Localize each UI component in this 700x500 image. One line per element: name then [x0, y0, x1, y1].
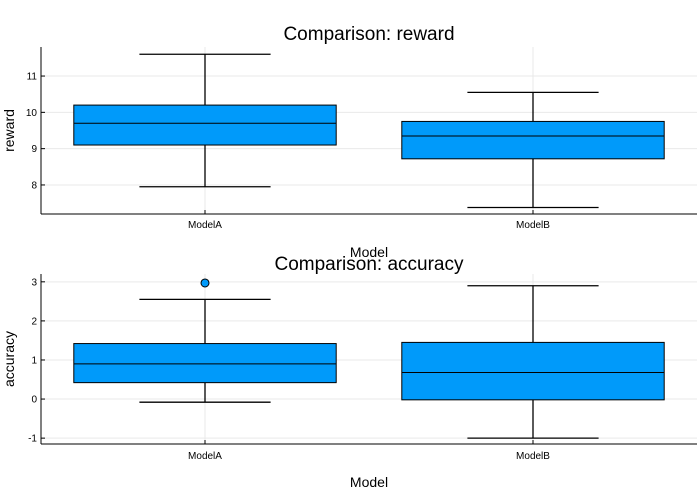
y-tick-label: 1 — [31, 355, 37, 366]
x-axis-label: Model — [350, 474, 388, 490]
y-tick-label: 8 — [31, 180, 37, 191]
y-axis-label: accuracy — [1, 331, 17, 387]
x-tick-label: ModelA — [188, 451, 222, 462]
y-tick-label: 0 — [31, 395, 37, 406]
y-tick-label: 11 — [27, 72, 38, 83]
y-tick-label: 2 — [31, 316, 37, 327]
box-modelb — [401, 120, 665, 160]
x-axis-label: Model — [350, 244, 388, 260]
outlier-point — [200, 278, 210, 288]
y-tick-label: 10 — [26, 108, 38, 119]
box-modelb — [401, 341, 665, 401]
y-tick-label: 3 — [31, 277, 37, 288]
x-tick-label: ModelB — [516, 220, 550, 231]
chart-title: Comparison: reward — [283, 24, 454, 45]
box-modela — [73, 104, 337, 146]
y-tick-label: -1 — [28, 434, 37, 445]
y-axis-label: reward — [1, 109, 17, 152]
box-modela — [73, 343, 337, 384]
chart-title: Comparison: accuracy — [274, 254, 464, 275]
x-tick-label: ModelB — [516, 451, 550, 462]
x-tick-label: ModelA — [188, 220, 222, 231]
y-tick-label: 9 — [31, 144, 37, 155]
